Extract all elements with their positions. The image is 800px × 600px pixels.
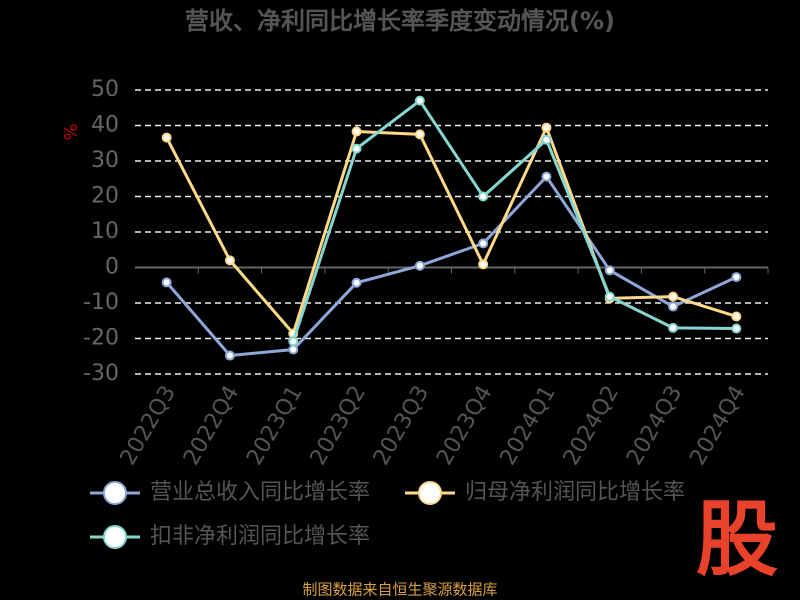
point	[731, 323, 742, 334]
series-line	[291, 98, 737, 342]
y-tick-label: -10	[83, 290, 119, 315]
point	[731, 311, 742, 322]
point	[161, 277, 172, 288]
point	[668, 291, 679, 302]
point	[731, 272, 742, 283]
point	[478, 259, 489, 270]
point	[414, 260, 425, 271]
chart-title: 营收、净利同比增长率季度变动情况(%)	[185, 7, 615, 35]
point	[541, 171, 552, 182]
point	[351, 277, 362, 288]
point	[541, 134, 552, 145]
point	[414, 95, 425, 106]
legend-label: 归母净利润同比增长率	[465, 480, 685, 505]
point	[351, 126, 362, 137]
y-tick-label: 50	[91, 77, 119, 102]
point	[288, 344, 299, 355]
series-line	[165, 174, 737, 358]
point	[478, 191, 489, 202]
point	[604, 291, 615, 302]
point	[478, 238, 489, 249]
series-line	[165, 123, 737, 337]
legend-label: 营业总收入同比增长率	[150, 480, 370, 505]
source-note: 制图数据来自恒生聚源数据库	[302, 581, 497, 599]
point	[668, 301, 679, 312]
legend-label: 扣非净利润同比增长率	[150, 524, 370, 549]
legend-marker	[418, 481, 442, 505]
point	[224, 350, 235, 361]
point	[224, 255, 235, 266]
y-tick-label: -30	[83, 361, 119, 386]
y-tick-label: 20	[91, 184, 119, 209]
point	[541, 122, 552, 133]
point	[351, 143, 362, 154]
point	[161, 132, 172, 143]
point	[604, 265, 615, 276]
y-axis-label: %	[61, 123, 82, 140]
y-tick-label: -20	[83, 326, 119, 351]
legend-marker	[103, 481, 127, 505]
point	[668, 322, 679, 333]
legend-marker	[103, 525, 127, 549]
point	[288, 336, 299, 347]
y-tick-label: 0	[105, 255, 119, 280]
y-tick-label: 10	[91, 219, 119, 244]
y-tick-label: 30	[91, 148, 119, 173]
logo: 股	[696, 492, 778, 587]
point	[414, 129, 425, 140]
y-tick-label: 40	[91, 113, 119, 138]
